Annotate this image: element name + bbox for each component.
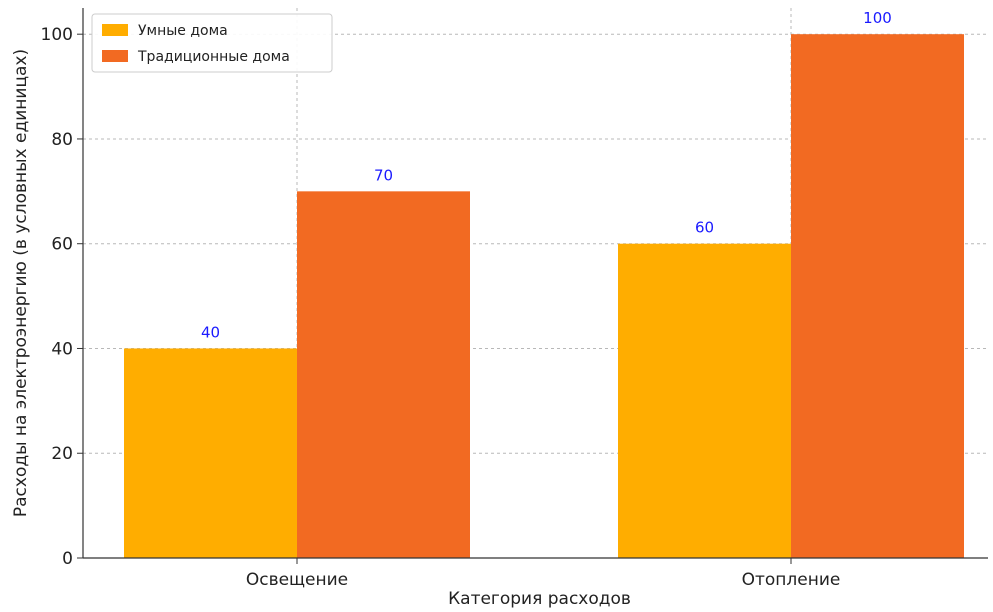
legend-label: Умные дома [138,23,228,39]
y-tick-label: 60 [51,235,73,255]
legend-swatch [102,50,128,62]
bar-value-label: 40 [201,323,220,341]
bar [297,191,470,559]
legend-swatch [102,24,128,36]
bar [124,348,297,558]
bars [124,34,964,559]
bar [618,243,791,558]
legend-label: Традиционные дома [137,49,290,65]
y-tick-label: 40 [51,339,73,359]
legend: Умные дома Традиционные дома [91,13,333,73]
x-tick-label: Отопление [742,570,841,590]
x-tick-label: Освещение [246,570,348,590]
y-axis-title: Расходы на электроэнергию (в условных ед… [11,49,31,517]
y-tick-label: 20 [51,444,73,464]
bar-value-label: 100 [863,9,892,27]
legend-frame [91,13,333,73]
y-tick-label: 0 [62,549,73,569]
data-labels: 40 70 60 100 [201,9,892,341]
legend-items: Умные дома Традиционные дома [102,23,290,65]
tick-labels: 0 20 40 60 80 100 Освещение Отопление [41,25,841,590]
bar [791,34,964,558]
x-axis-title: Категория расходов [448,589,631,608]
y-tick-label: 100 [41,25,73,45]
bar-value-label: 70 [374,166,393,184]
axes [77,8,988,564]
y-tick-label: 80 [51,130,73,150]
bar-value-label: 60 [695,219,714,237]
